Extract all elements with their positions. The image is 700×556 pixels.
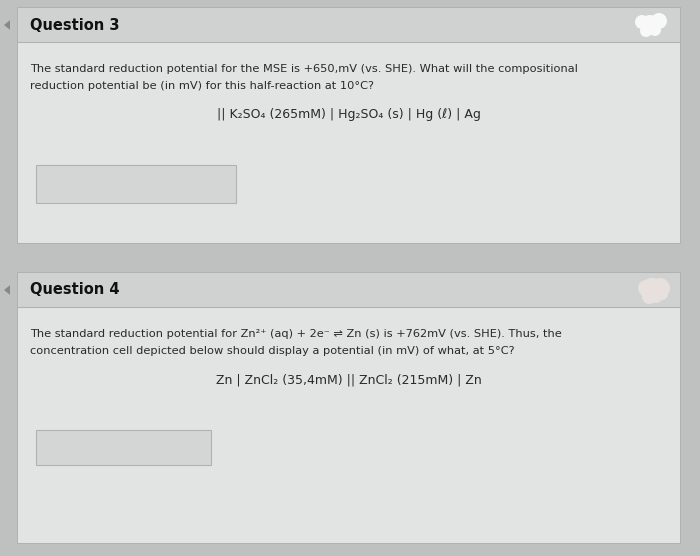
Text: Zn | ZnCl₂ (35,4mM) || ZnCl₂ (215mM) | Zn: Zn | ZnCl₂ (35,4mM) || ZnCl₂ (215mM) | Z… xyxy=(216,373,482,386)
Circle shape xyxy=(651,13,667,29)
Text: The standard reduction potential for the MSE is +650,mV (vs. SHE). What will the: The standard reduction potential for the… xyxy=(30,64,578,74)
Circle shape xyxy=(642,290,656,304)
Text: Question 3: Question 3 xyxy=(30,17,120,32)
Circle shape xyxy=(650,278,670,298)
Circle shape xyxy=(640,25,652,37)
Circle shape xyxy=(638,280,654,296)
Bar xyxy=(18,8,680,42)
Bar xyxy=(18,273,680,307)
Circle shape xyxy=(649,24,661,36)
Bar xyxy=(18,42,680,243)
Circle shape xyxy=(656,288,668,300)
Text: || K₂SO₄ (265mM) | Hg₂SO₄ (s) | Hg (ℓ) | Ag: || K₂SO₄ (265mM) | Hg₂SO₄ (s) | Hg (ℓ) |… xyxy=(217,108,481,121)
Text: The standard reduction potential for Zn²⁺ (aq) + 2e⁻ ⇌ Zn (s) is +762mV (vs. SHE: The standard reduction potential for Zn²… xyxy=(30,329,561,339)
Text: reduction potential be (in mV) for this half-reaction at 10°C?: reduction potential be (in mV) for this … xyxy=(30,81,374,91)
Polygon shape xyxy=(4,20,10,30)
Circle shape xyxy=(640,15,660,35)
Bar xyxy=(36,430,211,465)
Bar xyxy=(17,272,681,544)
Circle shape xyxy=(649,289,663,303)
Bar xyxy=(17,7,681,244)
Circle shape xyxy=(640,278,664,302)
Polygon shape xyxy=(4,285,10,295)
Bar xyxy=(36,165,236,203)
Text: concentration cell depicted below should display a potential (in mV) of what, at: concentration cell depicted below should… xyxy=(30,346,514,356)
Circle shape xyxy=(635,15,649,29)
Bar xyxy=(18,307,680,543)
Text: Question 4: Question 4 xyxy=(30,282,120,297)
